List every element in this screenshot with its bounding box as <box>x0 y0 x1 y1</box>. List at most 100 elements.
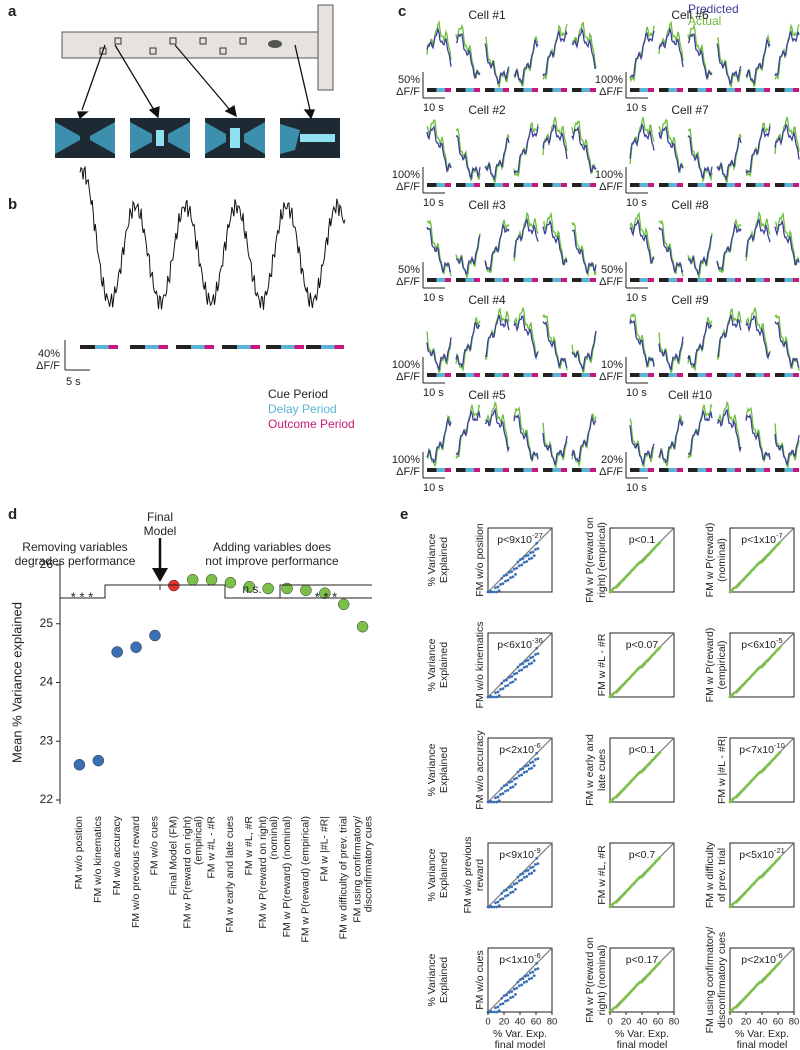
scatter-point <box>496 900 500 904</box>
scatter-point <box>531 865 535 869</box>
scatter-point <box>530 766 534 770</box>
scatter-point <box>525 560 529 563</box>
scatter-point <box>517 669 521 673</box>
scale-label: ΔF/F <box>396 276 420 288</box>
y-axis-label: % Variance <box>426 848 438 901</box>
panel-y-label: FM w P(reward) <box>704 523 716 598</box>
scatter-point <box>618 1002 622 1005</box>
annotation: Removing variables <box>22 540 127 554</box>
scatter-point <box>758 665 762 669</box>
outcome-bar <box>474 468 480 472</box>
outcome-bar <box>532 88 538 92</box>
scatter-point <box>495 1010 499 1014</box>
significance: * * * <box>71 589 93 604</box>
dot <box>300 584 312 597</box>
predicted-trace <box>513 37 539 86</box>
scatter-point <box>497 1009 501 1013</box>
x-tick-label: FM w/o kinematics <box>92 816 104 903</box>
scatter-point <box>492 800 496 804</box>
scatter-point <box>524 869 527 873</box>
scatter-point <box>511 575 515 579</box>
outcome-bar <box>706 468 712 472</box>
cue-bar <box>514 278 524 282</box>
x-tick-label: FM w/o position <box>73 816 85 890</box>
cue-bar <box>717 468 727 472</box>
delay-bar <box>639 88 648 92</box>
scatter-point <box>748 781 752 785</box>
delay-bar <box>436 373 445 377</box>
scatter-point <box>505 783 509 787</box>
outcome-bar <box>648 278 654 282</box>
scatter-point <box>499 793 502 796</box>
scatter-point <box>510 570 514 573</box>
panel-y-label: late cues <box>596 749 608 791</box>
panel-label: a <box>8 3 17 20</box>
scatter-point <box>534 758 537 761</box>
outcome-bar <box>793 468 799 472</box>
scatter-point <box>500 681 504 685</box>
outcome-bar <box>445 183 451 187</box>
outcome-bar <box>735 278 741 282</box>
scatter-point <box>529 761 532 765</box>
scatter-point <box>618 792 622 795</box>
p-value-base: p<2x10 <box>499 744 534 756</box>
outcome-bar <box>474 278 480 282</box>
plot-box <box>729 527 795 593</box>
scatter-point <box>773 861 777 865</box>
actual-trace <box>455 23 481 80</box>
scatter-point <box>618 897 622 900</box>
scatter-point <box>522 665 526 669</box>
actual-trace <box>542 422 568 470</box>
delay-bar <box>465 88 474 92</box>
scatter-point <box>517 984 521 988</box>
panel-y-label: FM w #L, #R <box>596 845 608 905</box>
scatter-point <box>623 786 627 790</box>
cue-bar <box>427 278 437 282</box>
dot <box>149 629 161 642</box>
scatter-point <box>495 905 499 909</box>
x-tick-label: 60 <box>531 1017 542 1028</box>
delay-bar <box>523 278 532 282</box>
delay-bar <box>668 278 677 282</box>
scatter-point <box>520 878 524 882</box>
annotation: Model <box>144 524 177 538</box>
delay-bar <box>668 468 677 472</box>
scatter-point <box>501 1002 505 1005</box>
scatter-point <box>633 881 637 884</box>
actual-trace <box>542 211 568 266</box>
outcome-bar <box>706 88 712 92</box>
predicted-trace <box>745 314 771 360</box>
delay-bar <box>784 468 793 472</box>
annotation: Final <box>147 510 173 524</box>
outcome-bar <box>648 183 654 187</box>
delay-bar <box>668 183 677 187</box>
panel-label: e <box>400 506 408 523</box>
scatter-point <box>532 974 536 978</box>
scatter-point <box>519 978 522 981</box>
panel-label: c <box>398 3 406 20</box>
outcome-bar <box>108 345 118 349</box>
delay-bar <box>755 468 764 472</box>
cue-bar <box>306 345 322 349</box>
delay-bar <box>581 278 590 282</box>
scatter-point <box>753 671 757 674</box>
scatter-point <box>520 668 524 672</box>
outcome-bar <box>445 278 451 282</box>
p-value-base: p<1x10 <box>741 534 776 546</box>
delay-bar <box>523 468 532 472</box>
p-value-base: p<5x10 <box>739 849 774 861</box>
scatter-point <box>495 590 499 594</box>
scatter-point <box>643 767 647 770</box>
cue-bar <box>80 345 96 349</box>
scatter-point <box>633 986 637 989</box>
actual-trace <box>774 211 800 266</box>
outcome-bar <box>503 373 509 377</box>
x-tick-label: FM w/o previous reward <box>130 816 142 928</box>
predicted-trace <box>658 26 684 68</box>
scatter-point <box>490 695 494 699</box>
x-tick-label: 80 <box>547 1017 558 1028</box>
delay-bar <box>726 373 735 377</box>
delay-bar <box>784 373 793 377</box>
scatter-point <box>738 1002 742 1005</box>
cue-bar <box>688 468 698 472</box>
